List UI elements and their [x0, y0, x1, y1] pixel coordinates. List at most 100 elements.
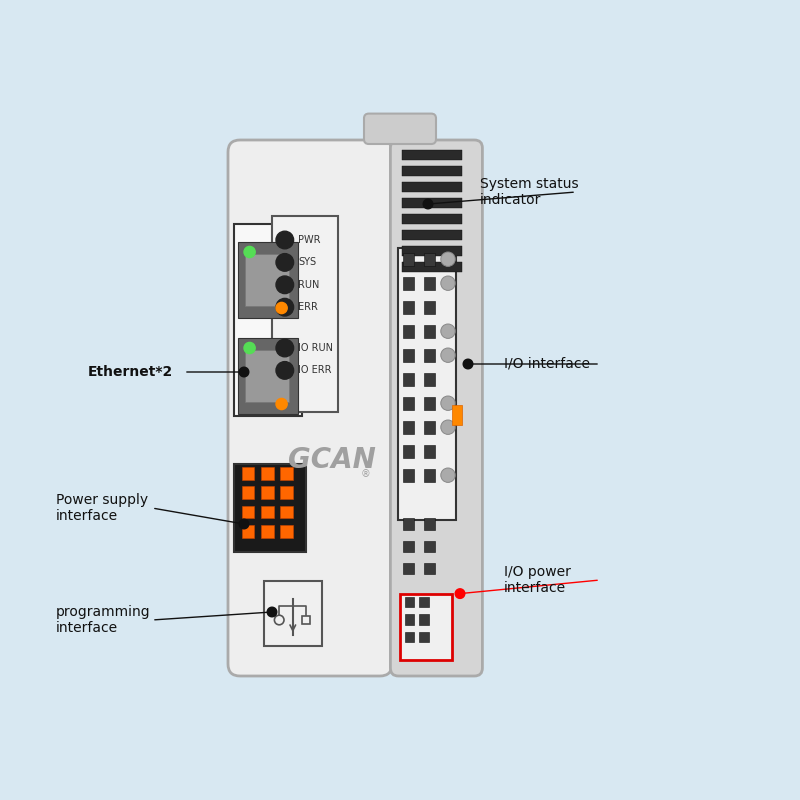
Bar — [403, 349, 414, 362]
Bar — [452, 405, 462, 425]
Bar — [402, 262, 462, 272]
Bar — [424, 277, 435, 290]
Circle shape — [441, 276, 455, 290]
Bar — [424, 301, 435, 314]
Circle shape — [441, 420, 455, 434]
Bar — [280, 486, 293, 499]
Bar — [261, 486, 274, 499]
Bar — [280, 525, 293, 538]
FancyBboxPatch shape — [390, 140, 482, 676]
FancyBboxPatch shape — [364, 114, 436, 144]
Text: GCAN: GCAN — [288, 446, 376, 474]
Circle shape — [423, 199, 433, 209]
Bar — [402, 198, 462, 208]
Text: Power supply
interface: Power supply interface — [56, 493, 148, 523]
Bar — [424, 253, 435, 266]
Bar — [424, 421, 435, 434]
Circle shape — [276, 276, 294, 294]
Bar — [403, 325, 414, 338]
Bar — [242, 525, 254, 538]
Text: ®: ® — [361, 470, 370, 479]
Circle shape — [244, 246, 255, 258]
Bar — [403, 373, 414, 386]
Circle shape — [239, 519, 249, 529]
Bar — [424, 518, 435, 530]
Bar — [280, 467, 293, 480]
Text: IO RUN: IO RUN — [298, 343, 334, 353]
Bar — [424, 373, 435, 386]
Circle shape — [276, 298, 294, 316]
Text: programming
interface: programming interface — [56, 605, 150, 635]
Circle shape — [276, 231, 294, 249]
Text: RUN: RUN — [298, 280, 320, 290]
Circle shape — [441, 396, 455, 410]
Bar — [419, 632, 429, 642]
Bar — [403, 445, 414, 458]
Bar — [398, 248, 456, 520]
Bar — [264, 581, 322, 646]
Bar — [424, 563, 435, 574]
Bar — [405, 614, 414, 625]
Text: SYS: SYS — [298, 258, 317, 267]
Bar — [402, 150, 462, 160]
Bar — [419, 597, 429, 607]
Bar — [424, 397, 435, 410]
Circle shape — [441, 324, 455, 338]
Bar — [419, 614, 429, 625]
Bar — [242, 486, 254, 499]
Bar — [245, 254, 289, 306]
Bar — [403, 518, 414, 530]
Bar — [403, 563, 414, 574]
Bar — [280, 506, 293, 518]
Bar — [245, 350, 289, 402]
Bar — [424, 541, 435, 552]
Bar — [403, 277, 414, 290]
Bar — [403, 253, 414, 266]
Circle shape — [239, 367, 249, 377]
Circle shape — [441, 348, 455, 362]
Circle shape — [441, 468, 455, 482]
Bar — [403, 469, 414, 482]
Circle shape — [276, 362, 294, 379]
Bar — [238, 338, 298, 414]
Bar — [403, 301, 414, 314]
Circle shape — [276, 398, 287, 410]
Bar — [234, 224, 302, 416]
Bar — [402, 214, 462, 224]
Text: IO ERR: IO ERR — [298, 366, 332, 375]
Text: I/O interface: I/O interface — [504, 357, 590, 371]
Bar — [238, 242, 298, 318]
Bar — [302, 616, 310, 624]
FancyBboxPatch shape — [228, 140, 392, 676]
Bar — [242, 506, 254, 518]
Text: Ethernet*2: Ethernet*2 — [88, 365, 174, 379]
Bar — [242, 467, 254, 480]
Circle shape — [267, 607, 277, 617]
Bar — [261, 506, 274, 518]
Bar — [261, 467, 274, 480]
Bar — [403, 421, 414, 434]
Circle shape — [276, 302, 287, 314]
Bar — [405, 632, 414, 642]
Circle shape — [276, 339, 294, 357]
Bar — [261, 525, 274, 538]
Bar — [424, 469, 435, 482]
Bar — [405, 597, 414, 607]
Bar — [402, 182, 462, 192]
Bar — [424, 349, 435, 362]
Circle shape — [244, 342, 255, 354]
Bar — [424, 445, 435, 458]
Bar — [403, 541, 414, 552]
Bar — [402, 166, 462, 176]
Text: System status
indicator: System status indicator — [480, 177, 578, 207]
Bar — [424, 325, 435, 338]
Text: I/O power
interface: I/O power interface — [504, 565, 571, 595]
Bar — [400, 594, 452, 660]
Text: ERR: ERR — [298, 302, 318, 312]
Circle shape — [276, 254, 294, 271]
Circle shape — [463, 359, 473, 369]
Bar — [403, 397, 414, 410]
Bar — [402, 246, 462, 256]
Circle shape — [455, 589, 465, 598]
Text: PWR: PWR — [298, 235, 321, 245]
